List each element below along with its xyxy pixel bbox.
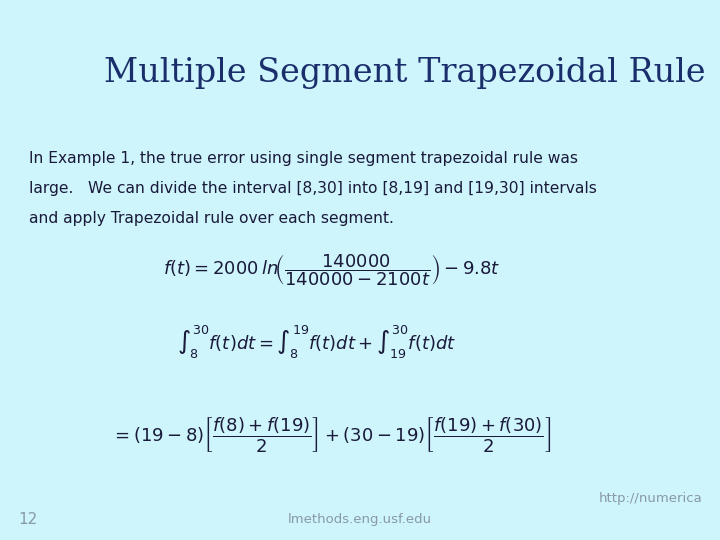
- Text: $\int_{8}^{30} f(t)dt = \int_{8}^{19} f(t)dt + \int_{19}^{30} f(t)dt$: $\int_{8}^{30} f(t)dt = \int_{8}^{19} f(…: [177, 325, 456, 361]
- Text: $= (19-8)\left[\dfrac{f(8)+f(19)}{2}\right] + (30-19)\left[\dfrac{f(19)+f(30)}{2: $= (19-8)\left[\dfrac{f(8)+f(19)}{2}\rig…: [111, 415, 552, 454]
- Text: and apply Trapezoidal rule over each segment.: and apply Trapezoidal rule over each seg…: [29, 211, 394, 226]
- Text: Multiple Segment Trapezoidal Rule: Multiple Segment Trapezoidal Rule: [104, 57, 706, 89]
- Text: $f(t) = 2000\,ln\!\left(\dfrac{140000}{140000 - 2100t}\right) - 9.8t$: $f(t) = 2000\,ln\!\left(\dfrac{140000}{1…: [163, 252, 500, 288]
- Text: In Example 1, the true error using single segment trapezoidal rule was: In Example 1, the true error using singl…: [29, 151, 577, 166]
- Text: lmethods.eng.usf.edu: lmethods.eng.usf.edu: [288, 514, 432, 526]
- Text: 12: 12: [18, 511, 37, 526]
- Text: http://numerica: http://numerica: [598, 492, 702, 505]
- Text: large.   We can divide the interval [8,30] into [8,19] and [19,30] intervals: large. We can divide the interval [8,30]…: [29, 181, 597, 196]
